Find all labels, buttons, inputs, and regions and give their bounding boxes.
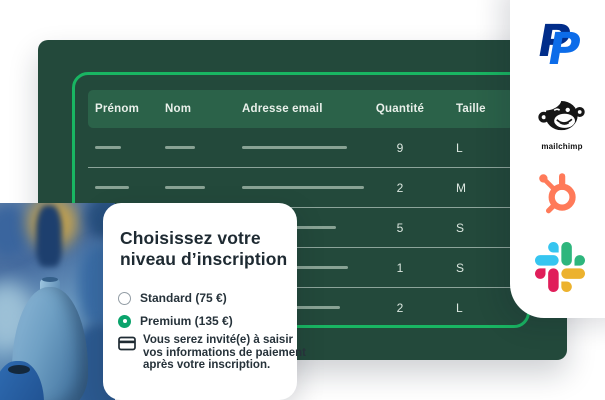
option-standard[interactable]: Standard (75 €) [118,289,233,307]
radio-unselected-icon[interactable] [118,291,131,305]
column-header-nom: Nom [165,103,192,115]
table-row: 2 M [88,167,514,207]
placeholder-bar [95,146,121,149]
quantity-cell: 2 [396,180,404,195]
placeholder-bar [165,186,205,189]
mailchimp-wordmark: mailchimp [541,142,583,151]
option-premium-label: Premium (135 €) [140,314,233,328]
hubspot-sprocket-icon [539,173,576,214]
placeholder-bar [165,146,195,149]
slack-pinwheel-icon [535,242,585,292]
integrations-panel: P P mailchimp [510,0,605,318]
signup-card: Choisissez votre niveau d’inscription St… [103,203,306,400]
payment-note-text: Vous serez invité(e) à saisir vos inform… [143,334,306,372]
quantity-cell: 2 [396,300,404,315]
column-header-prenom: Prénom [95,103,140,115]
signup-title-line2: niveau d’inscription [120,249,288,269]
column-header-quantite: Quantité [375,103,425,115]
note-line: vos informations de paiement [143,346,306,359]
paypal-logo: P P [534,16,585,78]
size-cell: S [456,220,465,235]
paypal-monogram-front: P [543,24,585,75]
payment-note: Vous serez invité(e) à saisir vos inform… [118,334,306,372]
size-cell: S [456,260,465,275]
photo-pot-shape [0,205,30,257]
placeholder-bar [242,186,364,189]
size-cell: M [456,180,467,195]
photo-bottle-shape [36,205,62,267]
note-line: après votre inscription. [143,359,271,371]
table-row: 9 L [88,128,514,167]
orders-table: Prénom Nom Adresse email Quantité Taille… [72,72,530,328]
hubspot-logo [534,168,584,223]
quantity-cell: 5 [396,220,404,235]
radio-selected-icon[interactable] [118,314,131,328]
signup-title: Choisissez votre niveau d’inscription [120,228,287,270]
pottery-photo [0,203,115,400]
placeholder-bar [242,146,347,149]
mailchimp-freddie-icon [538,97,585,131]
mailchimp-logo: mailchimp [536,90,588,151]
credit-card-icon [118,336,136,351]
quantity-cell: 1 [396,260,404,275]
quantity-cell: 9 [396,140,404,155]
option-standard-label: Standard (75 €) [140,291,227,305]
placeholder-bar [95,186,129,189]
column-header-adresse-email: Adresse email [242,103,323,115]
slack-logo [535,242,585,297]
note-line: Vous serez invité(e) à saisir [143,334,293,346]
option-premium[interactable]: Premium (135 €) [118,312,233,330]
photo-cone-pot-mouth [8,365,30,374]
photo-vase-mouth [42,277,58,282]
size-cell: L [456,300,463,315]
column-header-taille: Taille [456,103,486,115]
signup-options: Standard (75 €) Premium (135 €) [118,289,233,335]
signup-title-line1: Choisissez votre [120,228,261,248]
table-header-row: Prénom Nom Adresse email Quantité Taille [88,90,514,128]
size-cell: L [456,140,463,155]
